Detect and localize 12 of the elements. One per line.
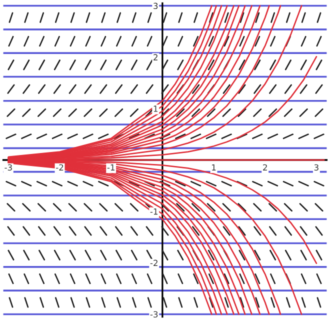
y-tick-label: -2 <box>150 260 158 266</box>
x-tick-label: -2 <box>56 164 64 170</box>
y-tick-label: -3 <box>150 311 158 318</box>
y-tick-label: 1 <box>154 106 158 112</box>
x-tick-label: 1 <box>212 164 216 170</box>
x-tick-label: 3 <box>314 164 318 171</box>
y-tick-label: 3 <box>154 2 158 10</box>
x-tick-label: -1 <box>107 164 114 170</box>
y-tick-label: -1 <box>150 208 158 215</box>
x-tick-label: 2 <box>263 164 267 170</box>
x-tick-label: -3 <box>4 164 12 171</box>
y-tick-label: 2 <box>154 54 158 60</box>
